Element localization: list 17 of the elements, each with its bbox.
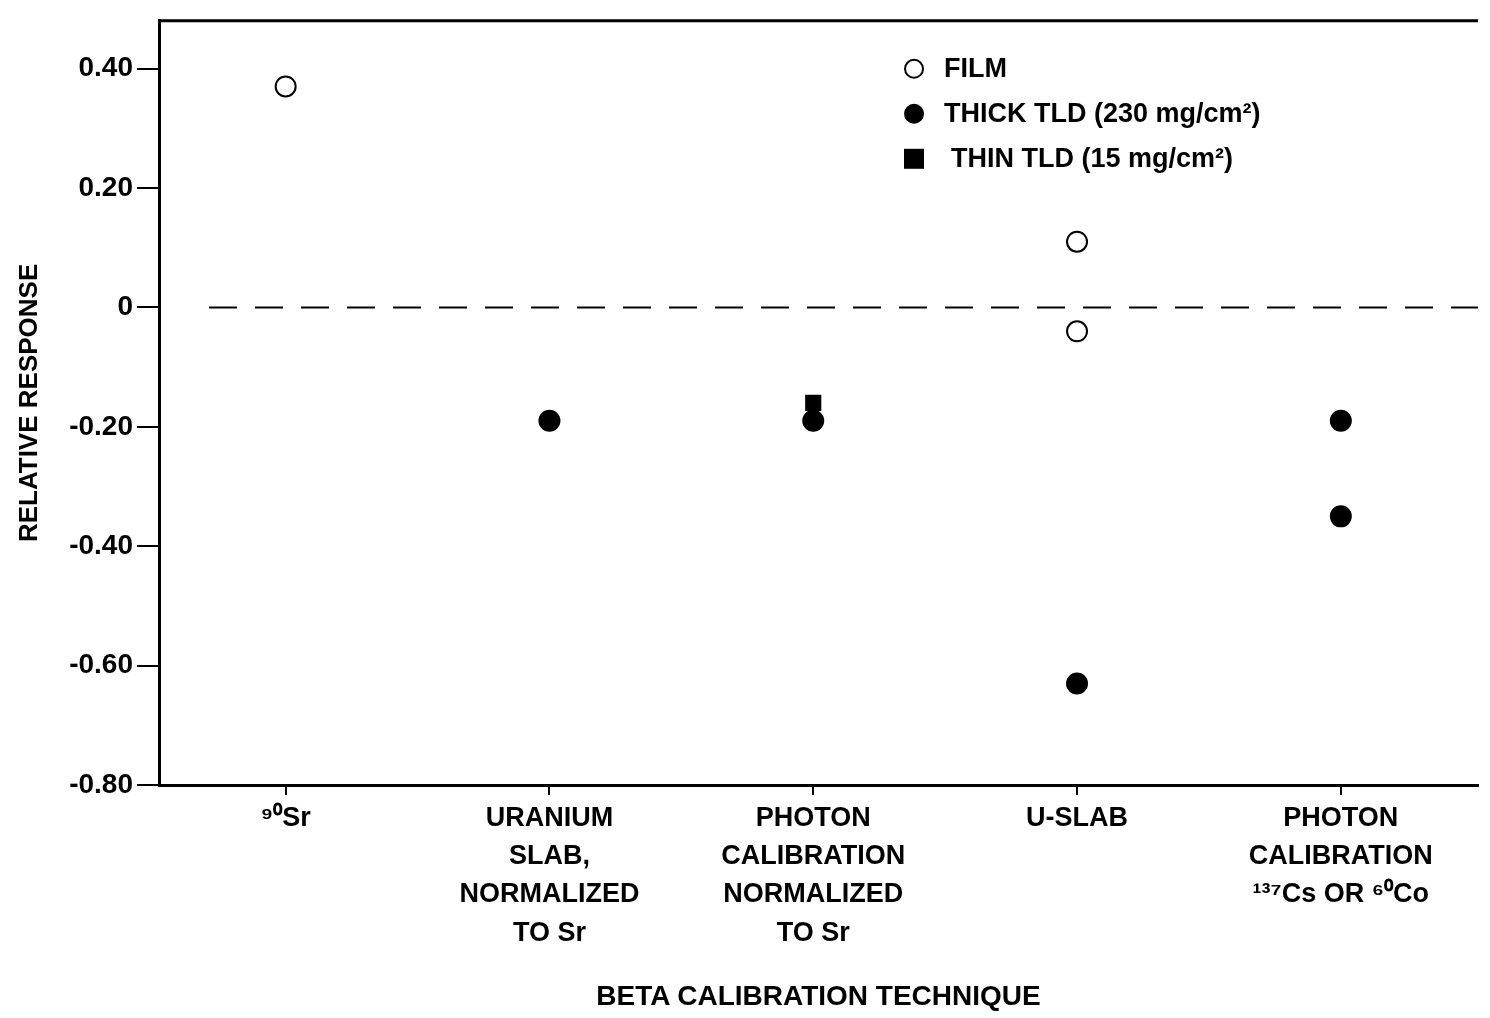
legend-label: THICK TLD (230 mg/cm²) [944,98,1261,129]
legend-label: FILM [944,53,1007,84]
y-tick-label: -0.60 [69,648,134,680]
x-tick-label: PHOTON CALIBRATION ¹³⁷Cs OR ⁶⁰Co [1248,801,1433,909]
y-tick-label: -0.40 [69,528,134,560]
y-axis-title: RELATIVE RESPONSE [12,263,43,543]
x-tick-label: U-SLAB [1026,801,1129,832]
y-tick-label: 0.20 [78,170,134,202]
x-tick-label: ⁹⁰Sr [260,801,312,832]
y-tick-label: 0.40 [78,51,134,83]
x-axis-title: BETA CALIBRATION TECHNIQUE [596,979,1041,1011]
x-tick-label: URANIUM SLAB, NORMALIZED TO Sr [459,801,640,947]
y-tick-label: -0.80 [69,767,134,799]
y-tick-label: 0 [117,290,134,322]
x-tick-label: PHOTON CALIBRATION NORMALIZED TO Sr [721,801,906,947]
y-tick-label: -0.20 [69,409,134,441]
legend-label: THIN TLD (15 mg/cm²) [951,143,1234,174]
